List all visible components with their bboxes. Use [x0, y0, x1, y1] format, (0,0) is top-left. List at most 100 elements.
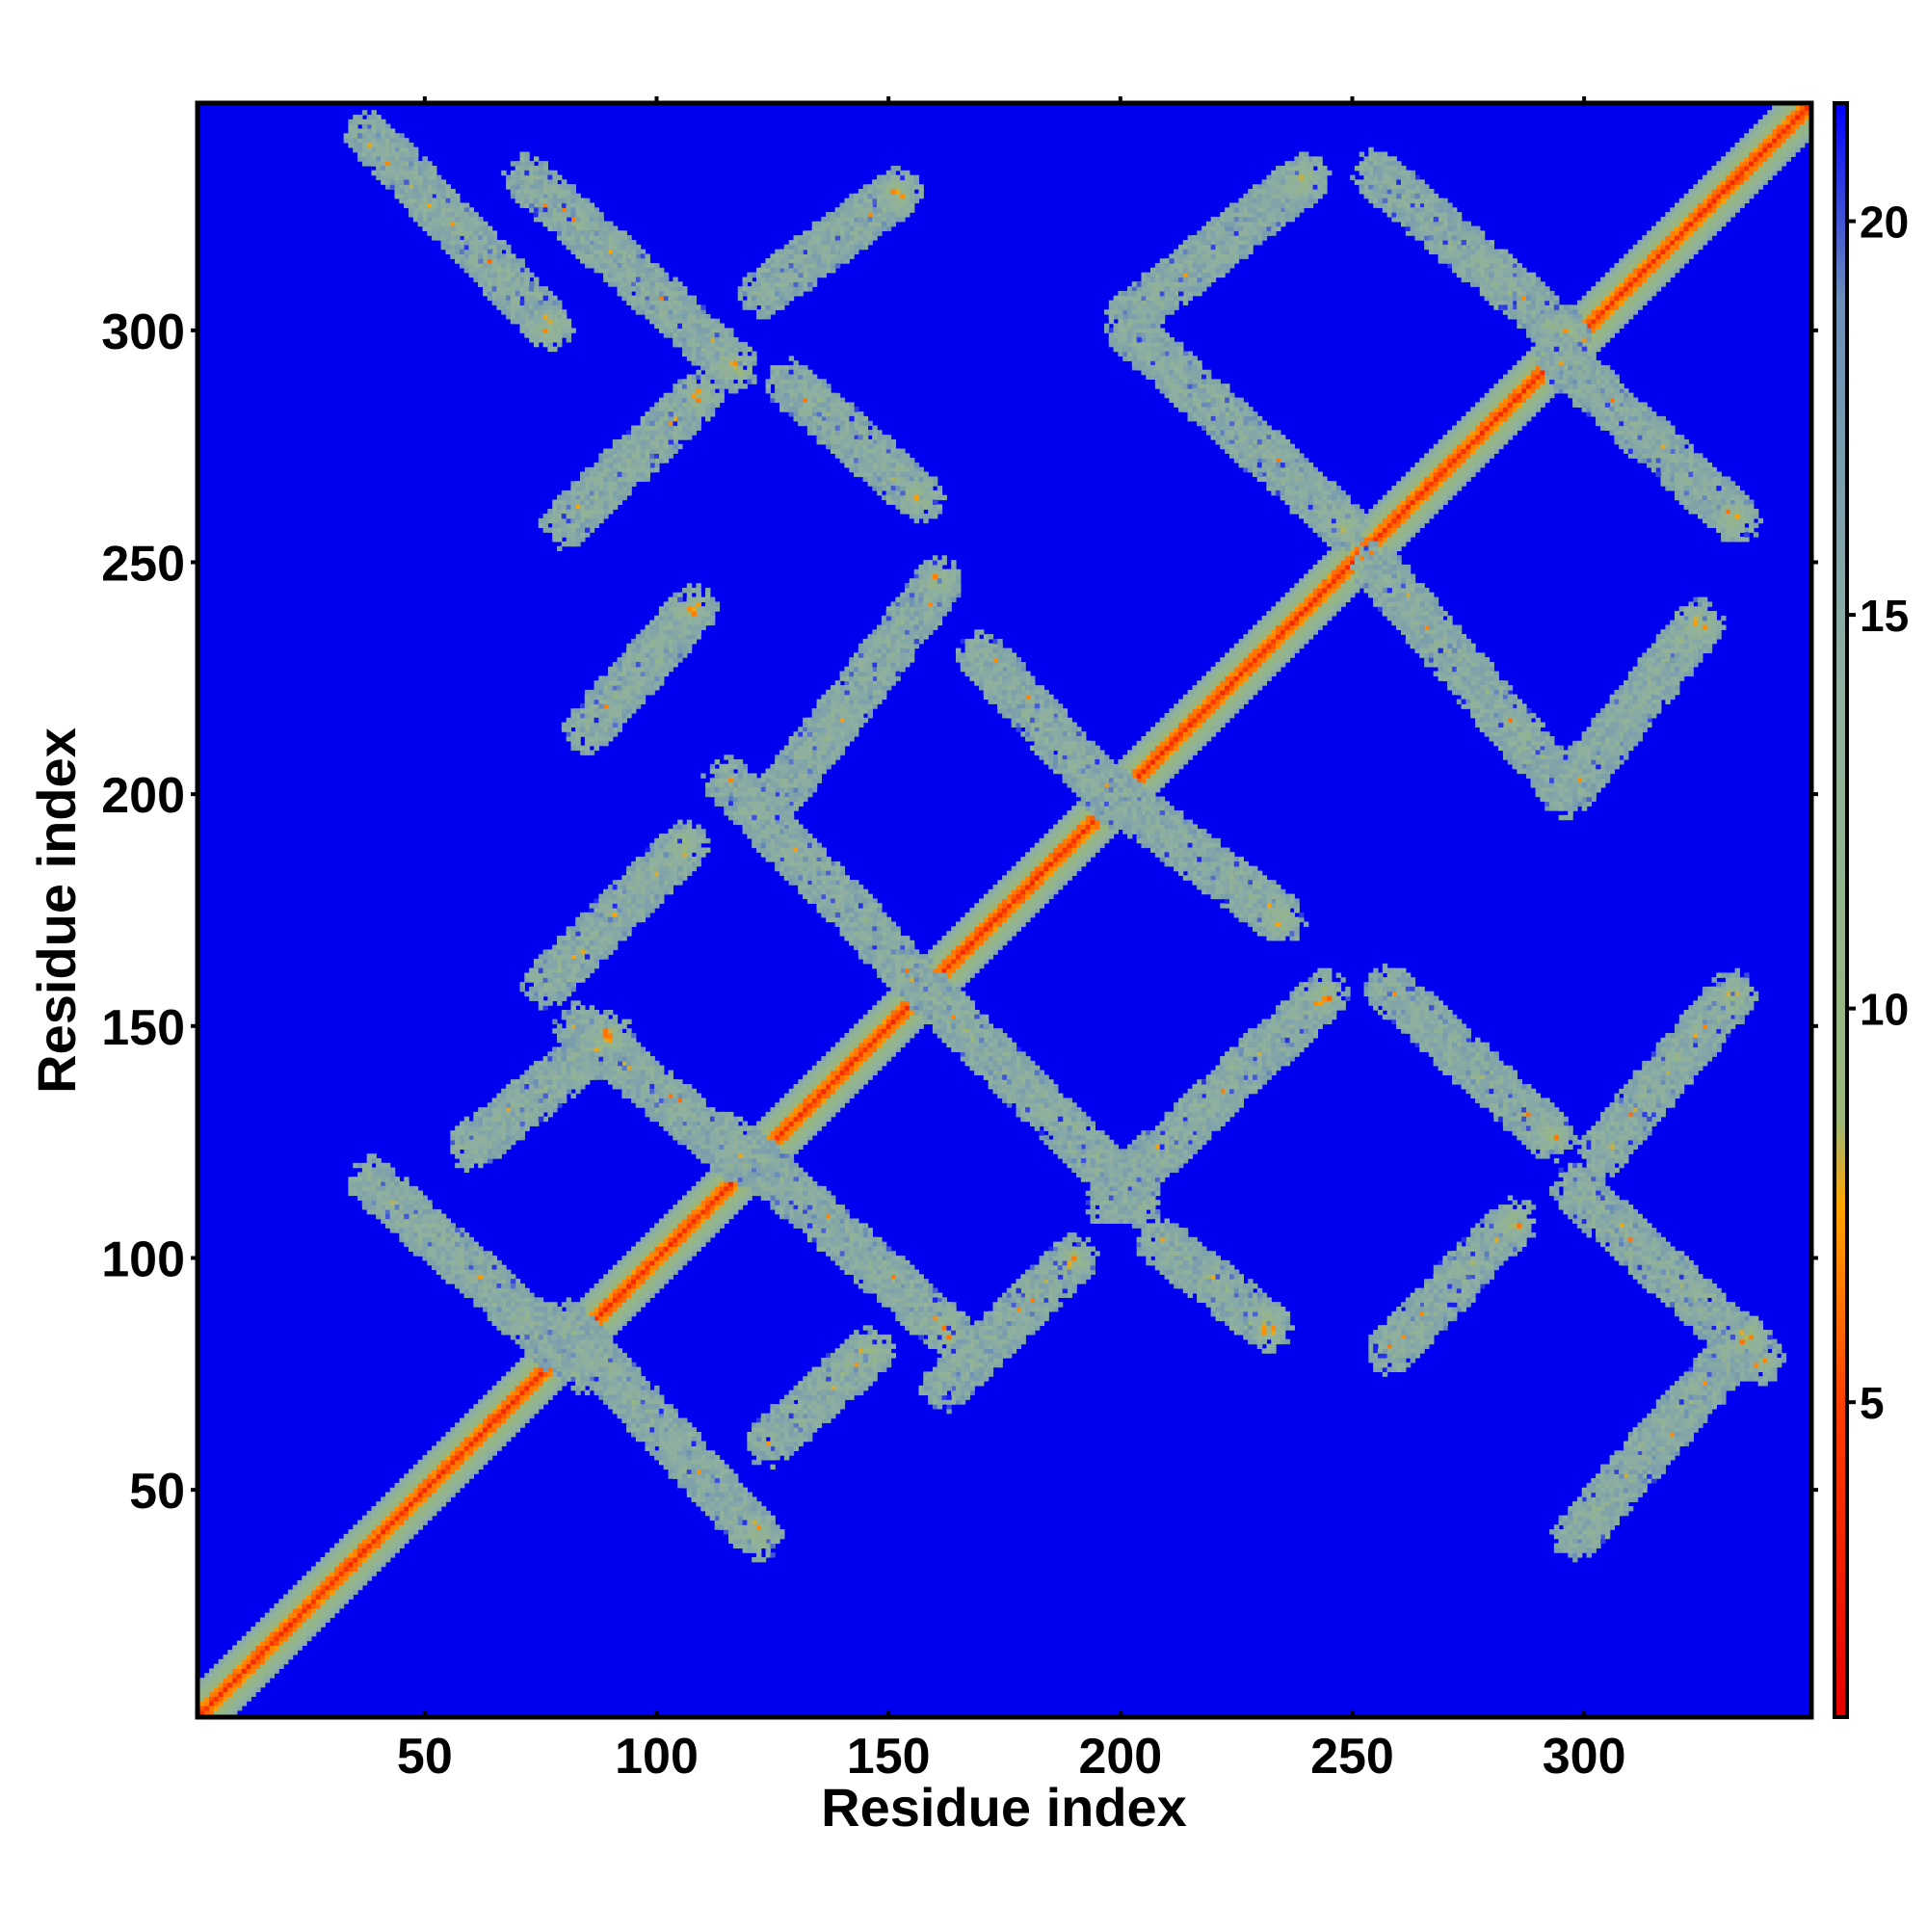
heatmap-cell	[464, 1422, 469, 1427]
heatmap-cell	[223, 1678, 227, 1682]
heatmap-cell	[446, 1460, 451, 1465]
heatmap-cell	[330, 1594, 334, 1599]
heatmap-cell	[432, 1496, 436, 1501]
heatmap-cell	[306, 1594, 311, 1599]
heatmap-cell	[302, 1627, 306, 1631]
heatmap-cell	[293, 1641, 298, 1646]
heatmap-cell	[460, 1450, 464, 1455]
heatmap-cell	[390, 1524, 395, 1529]
heatmap-cell	[515, 1414, 520, 1418]
heatmap-cell	[372, 1506, 377, 1511]
heatmap-cell	[219, 1668, 224, 1673]
heatmap-cell	[446, 1478, 451, 1483]
heatmap-cell	[274, 1618, 278, 1623]
heatmap-cell	[422, 1516, 427, 1521]
heatmap-cell	[283, 1603, 288, 1608]
heatmap-cell	[432, 1460, 436, 1465]
heatmap-cell	[325, 1557, 330, 1562]
heatmap-cell	[488, 1414, 492, 1418]
heatmap-cell	[473, 1460, 478, 1465]
heatmap-cell	[297, 1641, 302, 1646]
heatmap-cell	[288, 1645, 293, 1650]
heatmap-cell	[520, 1381, 525, 1386]
heatmap-cell	[348, 1529, 353, 1534]
heatmap-cell	[353, 1585, 357, 1590]
heatmap-cell	[242, 1645, 247, 1650]
heatmap-cell	[469, 1409, 474, 1414]
heatmap-cell	[409, 1501, 413, 1506]
heatmap-cell	[409, 1524, 413, 1529]
heatmap-cell	[306, 1580, 311, 1585]
heatmap-cell	[488, 1390, 492, 1395]
heatmap-cell	[306, 1585, 311, 1590]
heatmap-cell	[464, 1445, 469, 1450]
heatmap-cell	[214, 1706, 219, 1710]
heatmap-cell	[325, 1571, 330, 1575]
heatmap-cell	[441, 1465, 446, 1469]
heatmap-cell	[330, 1575, 334, 1580]
heatmap-cell	[496, 1442, 501, 1446]
heatmap-cell	[427, 1465, 432, 1469]
heatmap-cell	[227, 1678, 232, 1682]
heatmap-cell	[297, 1580, 302, 1585]
heatmap-cell	[199, 1692, 204, 1697]
heatmap-cell	[450, 1465, 455, 1469]
heatmap-cell	[473, 1409, 478, 1414]
heatmap-cell	[511, 1386, 515, 1390]
heatmap-cell	[492, 1450, 497, 1455]
heatmap-cell	[353, 1590, 357, 1595]
heatmap-cell	[232, 1659, 237, 1664]
heatmap-cell	[488, 1399, 492, 1404]
heatmap-cell	[399, 1478, 404, 1483]
heatmap-cell	[376, 1511, 381, 1516]
heatmap-cell	[227, 1696, 232, 1701]
heatmap-cell	[450, 1483, 455, 1488]
heatmap-cell	[464, 1432, 469, 1437]
heatmap-cell	[399, 1524, 404, 1529]
heatmap-cell	[478, 1427, 483, 1432]
heatmap-cell	[422, 1483, 427, 1488]
heatmap-cell	[325, 1603, 330, 1608]
heatmap-cell	[199, 1678, 204, 1682]
heatmap-cell	[469, 1418, 474, 1423]
heatmap-cell	[214, 1668, 219, 1673]
heatmap-cell	[237, 1692, 242, 1697]
heatmap-cell	[339, 1567, 344, 1572]
heatmap-cell	[237, 1706, 242, 1710]
heatmap-cell	[413, 1529, 418, 1534]
heatmap-cell	[367, 1520, 372, 1524]
heatmap-cell	[418, 1496, 423, 1501]
heatmap-cell	[469, 1427, 474, 1432]
heatmap-cell	[247, 1631, 251, 1636]
heatmap-cell	[270, 1608, 275, 1613]
heatmap-cell	[204, 1682, 209, 1687]
heatmap-cell	[515, 1376, 520, 1381]
heatmap-cell	[381, 1529, 385, 1534]
heatmap-cell	[348, 1585, 353, 1590]
heatmap-cell	[492, 1437, 497, 1442]
heatmap-cell	[209, 1678, 214, 1682]
heatmap-cell	[330, 1603, 334, 1608]
heatmap-cell	[469, 1432, 474, 1437]
heatmap-cell	[297, 1590, 302, 1595]
heatmap-cell	[209, 1682, 214, 1687]
heatmap-cell	[223, 1687, 227, 1692]
heatmap-cell	[306, 1627, 311, 1631]
heatmap-cell	[348, 1567, 353, 1572]
heatmap-cell	[492, 1409, 497, 1414]
heatmap-cell	[278, 1603, 283, 1608]
heatmap-cell	[362, 1562, 367, 1567]
heatmap-cell	[372, 1567, 377, 1572]
heatmap-cell	[255, 1645, 260, 1650]
heatmap-cell	[501, 1381, 506, 1386]
heatmap-cell	[260, 1682, 265, 1687]
heatmap-cell	[413, 1478, 418, 1483]
heatmap-cell	[385, 1548, 390, 1552]
heatmap-cell	[316, 1613, 321, 1618]
heatmap-cell	[278, 1622, 283, 1627]
heatmap-cell	[399, 1493, 404, 1497]
heatmap-cell	[381, 1516, 385, 1521]
heatmap-cell	[353, 1552, 357, 1557]
heatmap-cell	[473, 1445, 478, 1450]
heatmap-cell	[348, 1557, 353, 1562]
